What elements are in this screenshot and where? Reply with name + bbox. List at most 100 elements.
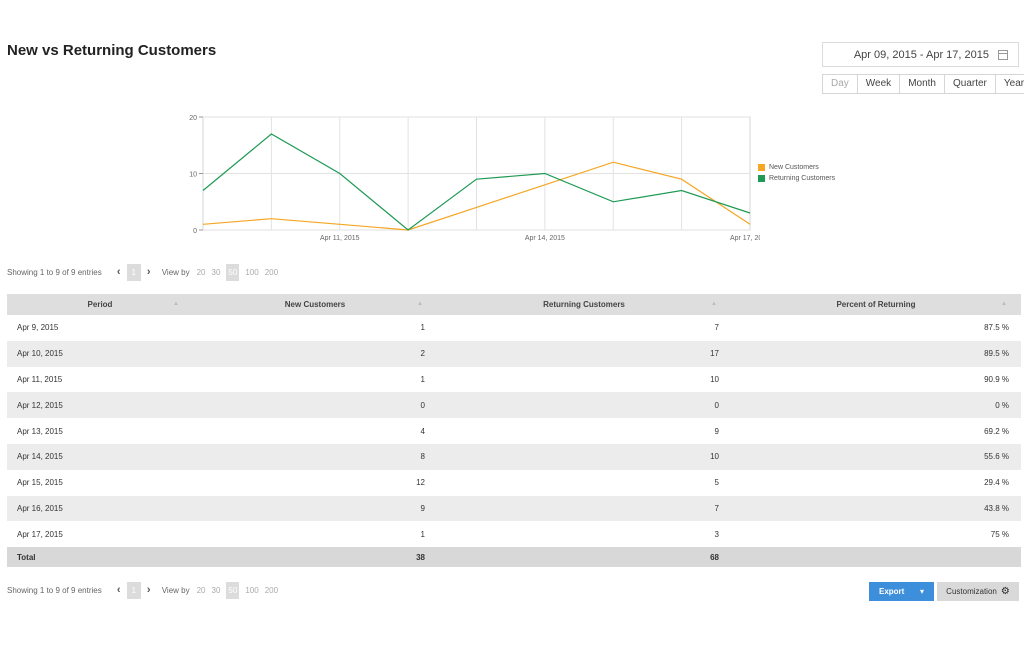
next-page-icon[interactable]: › [146, 266, 151, 278]
period-button-week[interactable]: Week [858, 75, 901, 93]
cell-percent: 43.8 % [731, 495, 1021, 522]
cell-returning: 17 [437, 340, 731, 367]
line-chart: 0 10 20 Apr 11, 2015 Apr 14, 2015 Apr 17, 201… [189, 115, 760, 242]
view-option-20[interactable]: 20 [196, 585, 206, 595]
prev-page-icon[interactable]: ‹ [116, 266, 121, 278]
sort-icon: ▲ [1001, 301, 1007, 307]
series-line-returning-customers [202, 133, 751, 231]
cell-new: 12 [416, 478, 425, 488]
table-row: Apr 9, 2015 1 7 87.5 % [7, 315, 1021, 341]
table-row: Apr 10, 2015 2 17 89.5 % [7, 340, 1021, 367]
cell-period: Apr 12, 2015 [7, 392, 193, 419]
cell-percent: 55.6 % [731, 443, 1021, 470]
cell-period: Apr 17, 2015 [17, 529, 63, 539]
period-button-group: Day Week Month Quarter Year [822, 74, 1024, 94]
view-option-30[interactable]: 30 [211, 267, 221, 277]
table-header-row: Period ▲ New Customers ▲ Returning Custome… [7, 294, 1021, 315]
cell-period: Apr 9, 2015 [17, 323, 59, 333]
showing-entries: Showing 1 to 9 of 9 entries [7, 585, 102, 595]
column-header-returning[interactable]: Returning Customers ▲ [437, 294, 731, 315]
chart-y-tick-label: 10 [189, 172, 197, 179]
cell-returning: 9 [714, 426, 719, 436]
showing-entries: Showing 1 to 9 of 9 entries [7, 267, 102, 277]
table-row: Apr 12, 2015 0 0 0 % [7, 392, 1021, 419]
chart-x-tick-label: Apr 11, 2015 [320, 235, 360, 242]
period-button-year[interactable]: Year [1003, 78, 1024, 89]
cell-returning: 7 [714, 323, 719, 333]
calendar-icon [998, 49, 1008, 60]
table-row: Apr 13, 2015 4 9 69.2 % [7, 418, 1021, 444]
period-button-month[interactable]: Month [900, 75, 945, 93]
total-returning: 68 [437, 547, 731, 568]
column-header-period-label: Period [87, 300, 113, 309]
cell-returning: 3 [714, 529, 719, 539]
view-option-100[interactable]: 100 [245, 267, 259, 277]
table-row: Apr 14, 2015 8 10 55.6 % [7, 443, 1021, 470]
cell-period: Apr 11, 2015 [17, 374, 63, 384]
total-label: Total [7, 547, 193, 568]
caret-down-icon: ▾ [919, 587, 924, 596]
legend-label-new: New Customers [769, 164, 819, 171]
table-total-row: Total 38 68 [7, 547, 1021, 568]
pager-top: Showing 1 to 9 of 9 entries ‹ 1 › View b… [7, 263, 281, 281]
sort-icon: ▲ [711, 301, 717, 307]
date-range-picker[interactable]: Apr 09, 2015 - Apr 17, 2015 [822, 42, 1019, 67]
cell-period: Apr 16, 2015 [7, 495, 193, 522]
column-header-new[interactable]: New Customers ▲ [193, 294, 437, 315]
chart-y-tick-label: 0 [193, 228, 197, 235]
cell-percent: 29.4 % [984, 478, 1009, 488]
cell-returning: 7 [437, 495, 731, 522]
table-row: Apr 11, 2015 1 10 90.9 % [7, 367, 1021, 393]
sort-icon: ▲ [173, 301, 179, 307]
sort-icon: ▲ [417, 301, 423, 307]
cell-new: 1 [420, 529, 425, 539]
view-option-50[interactable]: 50 [226, 581, 240, 599]
view-option-50[interactable]: 50 [226, 263, 240, 281]
legend-swatch-new [758, 164, 765, 171]
view-option-20[interactable]: 20 [196, 267, 206, 277]
view-option-100[interactable]: 100 [245, 585, 259, 595]
cell-returning: 10 [710, 374, 719, 384]
data-table: Period ▲ New Customers ▲ Returning Custome… [7, 294, 1021, 568]
cell-new: 0 [193, 392, 437, 419]
view-by-label: View by [161, 585, 190, 595]
table-row: Apr 15, 2015 12 5 29.4 % [7, 470, 1021, 496]
date-range-value: Apr 09, 2015 - Apr 17, 2015 [853, 48, 989, 61]
next-page-icon[interactable]: › [146, 584, 151, 596]
column-header-period[interactable]: Period ▲ [7, 294, 193, 315]
pager-bottom: Showing 1 to 9 of 9 entries ‹ 1 › View b… [7, 581, 281, 599]
page-number[interactable]: 1 [126, 263, 141, 281]
legend-item-new[interactable]: New Customers [758, 162, 835, 173]
legend-label-returning: Returning Customers [769, 175, 836, 182]
chart-legend: New Customers Returning Customers [758, 162, 835, 184]
period-button-quarter[interactable]: Quarter [945, 75, 996, 93]
page-number[interactable]: 1 [126, 581, 141, 599]
cell-new: 4 [420, 426, 425, 436]
legend-item-returning[interactable]: Returning Customers [758, 173, 835, 184]
cell-percent: 89.5 % [731, 340, 1021, 367]
cell-returning: 10 [437, 443, 731, 470]
cell-new: 8 [193, 443, 437, 470]
total-percent [731, 547, 1021, 568]
view-option-30[interactable]: 30 [211, 585, 221, 595]
prev-page-icon[interactable]: ‹ [116, 584, 121, 596]
legend-swatch-returning [758, 175, 765, 182]
view-option-200[interactable]: 200 [264, 585, 279, 595]
cell-returning: 5 [714, 478, 719, 488]
cell-period: Apr 15, 2015 [17, 478, 63, 488]
total-new: 38 [193, 547, 437, 568]
cell-percent: 87.5 % [984, 323, 1009, 333]
cell-period: Apr 10, 2015 [7, 340, 193, 367]
export-button[interactable]: Export ▾ [869, 582, 934, 601]
column-header-new-label: New Customers [284, 300, 346, 309]
series-line-new-customers [202, 161, 751, 231]
cell-new: 1 [420, 374, 425, 384]
column-header-percent[interactable]: Percent of Returning ▲ [731, 294, 1021, 315]
column-header-returning-label: Returning Customers [543, 300, 625, 309]
view-option-200[interactable]: 200 [264, 267, 279, 277]
cell-percent: 69.2 % [984, 426, 1009, 436]
cell-new: 2 [193, 340, 437, 367]
period-button-day[interactable]: Day [823, 75, 858, 93]
cell-period: Apr 14, 2015 [7, 443, 193, 470]
customization-button[interactable]: Customization ⚙ [937, 582, 1019, 601]
